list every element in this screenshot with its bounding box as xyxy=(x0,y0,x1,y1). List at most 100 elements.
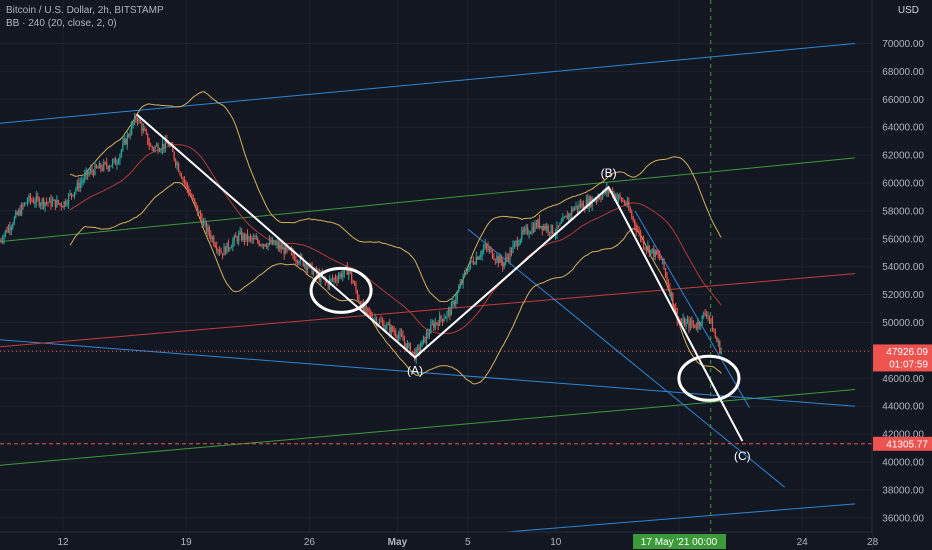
candle-body xyxy=(424,336,426,343)
candle-body xyxy=(515,241,517,243)
candle-body xyxy=(412,351,414,353)
price-tick-label: 40000.00 xyxy=(882,458,924,469)
bb-basis xyxy=(69,144,722,335)
candle-body xyxy=(195,202,197,206)
candle-body xyxy=(32,200,34,203)
candle-body xyxy=(550,225,552,233)
candle-body xyxy=(201,217,203,226)
candle-body xyxy=(632,217,634,220)
candle-body xyxy=(355,284,357,292)
candle-body xyxy=(453,301,455,305)
annotation-circles[interactable] xyxy=(309,266,741,402)
price-tick-label: 54000.00 xyxy=(882,262,924,273)
candle-body xyxy=(182,178,184,180)
candle-body xyxy=(471,260,473,262)
candle-body xyxy=(47,202,49,204)
price-tick-label: 66000.00 xyxy=(882,95,924,106)
time-tick-label: 24 xyxy=(797,537,809,548)
candle-body xyxy=(505,257,507,263)
candle-body xyxy=(82,180,84,182)
candle-body xyxy=(475,257,477,264)
elliott-wave-path[interactable] xyxy=(136,113,744,442)
price-tick-label: 36000.00 xyxy=(882,513,924,524)
candle-body xyxy=(689,320,692,328)
candle-body xyxy=(461,283,463,285)
candle-body xyxy=(236,237,238,242)
candle-body xyxy=(352,281,354,284)
last-price-badge xyxy=(873,344,932,372)
candle-body xyxy=(23,202,26,206)
candle-body xyxy=(334,278,337,280)
trend-line xyxy=(0,388,856,466)
candle-body xyxy=(540,225,542,228)
trend-lines[interactable] xyxy=(0,43,856,541)
candle-body xyxy=(161,143,164,150)
bollinger-bands xyxy=(69,91,722,385)
candle-body xyxy=(172,145,174,152)
candle-body xyxy=(615,194,617,200)
price-axis[interactable]: 36000.00 38000.00 40000.00 42000.00 44000.00… xyxy=(871,0,932,550)
candle-body xyxy=(271,240,274,244)
candle-body xyxy=(249,236,252,238)
candle-body xyxy=(529,232,532,234)
candle-body xyxy=(66,203,68,205)
candle-body xyxy=(650,249,652,254)
candle-body xyxy=(437,323,439,326)
candle-body xyxy=(139,118,142,123)
candle-body xyxy=(340,273,342,278)
candle-body xyxy=(251,237,253,240)
candle-body xyxy=(301,255,303,259)
candle-body xyxy=(631,212,633,218)
candle-body xyxy=(642,239,645,248)
candle-body xyxy=(629,209,631,213)
candle-body xyxy=(396,336,398,339)
time-axis[interactable]: 12 19 26 May 5 10 17 May '21 00:00 24 28 xyxy=(0,531,879,550)
candle-body xyxy=(333,278,335,280)
candle-body xyxy=(660,258,662,260)
candle-body xyxy=(573,207,576,211)
candle-body xyxy=(339,273,341,277)
candle-body xyxy=(373,319,375,321)
candle-body xyxy=(290,250,293,252)
candle-body xyxy=(415,349,417,361)
candle-body xyxy=(320,273,322,281)
candle-body xyxy=(623,201,626,204)
candle-body xyxy=(566,215,568,220)
candle-body xyxy=(619,195,621,198)
candle-body xyxy=(114,158,117,165)
candle-body xyxy=(192,198,194,200)
candle-body xyxy=(274,243,276,245)
candle-body xyxy=(365,305,367,308)
candle-body xyxy=(441,318,444,322)
candle-body xyxy=(167,143,169,146)
candle-body xyxy=(163,143,165,149)
candle-body xyxy=(295,260,297,262)
currency-label[interactable]: USD xyxy=(894,4,922,17)
trend-line xyxy=(0,339,856,407)
candle-body xyxy=(682,318,684,323)
candle-body xyxy=(622,201,624,203)
candle-body xyxy=(45,202,48,204)
candle-body xyxy=(19,210,21,215)
last-price-value: 47926.09 xyxy=(886,347,928,358)
price-tick-label: 70000.00 xyxy=(882,39,924,50)
candle-body xyxy=(7,226,10,233)
candle-body xyxy=(177,163,180,172)
candle-body xyxy=(616,197,618,200)
candle-body xyxy=(107,166,109,169)
candle-body xyxy=(581,202,583,207)
candle-body xyxy=(78,182,80,189)
candle-body xyxy=(286,246,288,250)
candle-body xyxy=(707,315,709,317)
candle-body xyxy=(406,343,408,349)
candle-body xyxy=(509,249,511,260)
candle-body xyxy=(9,226,11,230)
candle-body xyxy=(547,226,549,232)
candle-body xyxy=(210,234,212,240)
candle-body xyxy=(565,215,567,218)
candle-body xyxy=(153,148,155,150)
candle-body xyxy=(439,315,441,326)
candle-body xyxy=(226,242,228,254)
candle-body xyxy=(697,322,699,329)
